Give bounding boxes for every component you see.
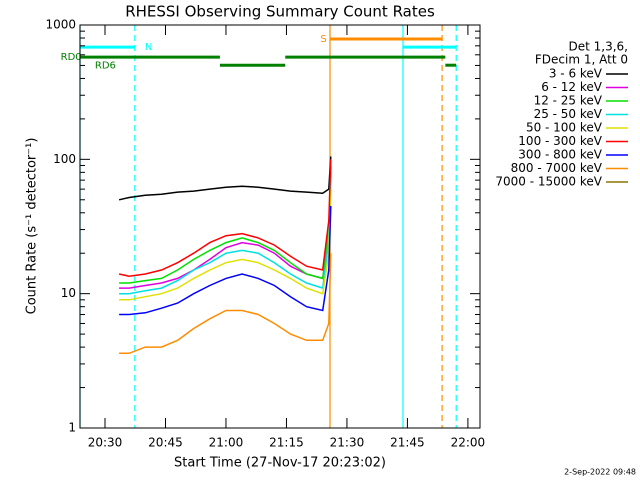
legend-label: 100 - 300 keV bbox=[518, 134, 602, 148]
legend-label: 50 - 100 keV bbox=[526, 121, 603, 135]
legend-label: 3 - 6 keV bbox=[549, 67, 603, 81]
x-tick-label: 21:00 bbox=[209, 436, 244, 450]
legend-header: Det 1,3,6, bbox=[569, 40, 629, 54]
y-axis-label: Count Rate (s⁻¹ detector⁻¹) bbox=[25, 138, 40, 315]
legend-label: 12 - 25 keV bbox=[534, 94, 603, 108]
series-line bbox=[119, 180, 332, 295]
legend-label: 25 - 50 keV bbox=[534, 107, 603, 121]
x-tick-label: 21:15 bbox=[269, 436, 304, 450]
x-tick-label: 22:00 bbox=[451, 436, 486, 450]
series-line bbox=[119, 253, 332, 355]
x-tick-label: 21:30 bbox=[330, 436, 365, 450]
series-line bbox=[118, 156, 332, 201]
legend-label: 6 - 12 keV bbox=[541, 80, 603, 94]
x-tick-label: 20:45 bbox=[148, 436, 183, 450]
x-axis-label: Start Time (27-Nov-17 20:23:02) bbox=[174, 456, 386, 471]
annotation: N bbox=[145, 42, 152, 53]
y-tick-label: 1 bbox=[68, 421, 76, 435]
annotation: RD6 bbox=[95, 60, 116, 71]
x-tick-label: 20:30 bbox=[88, 436, 123, 450]
x-tick-label: 21:45 bbox=[390, 436, 425, 450]
footer-date: 2-Sep-2022 09:48 bbox=[564, 468, 636, 477]
series-line bbox=[119, 205, 332, 316]
legend-label: 800 - 7000 keV bbox=[511, 161, 603, 175]
legend-header: FDecim 1, Att 0 bbox=[535, 53, 628, 67]
series-line bbox=[119, 172, 332, 284]
y-tick-label: 100 bbox=[53, 152, 76, 166]
chart-title: RHESSI Observing Summary Count Rates bbox=[125, 3, 435, 21]
y-tick-label: 1000 bbox=[45, 18, 76, 32]
series-line bbox=[118, 159, 332, 277]
series-line bbox=[119, 189, 332, 301]
legend-label: 300 - 800 keV bbox=[518, 148, 602, 162]
plot-frame bbox=[79, 24, 481, 429]
annotation: RD0 bbox=[61, 52, 82, 63]
y-tick-label: 10 bbox=[61, 286, 76, 300]
annotation: S bbox=[320, 34, 326, 45]
legend-label: 7000 - 15000 keV bbox=[495, 175, 602, 189]
